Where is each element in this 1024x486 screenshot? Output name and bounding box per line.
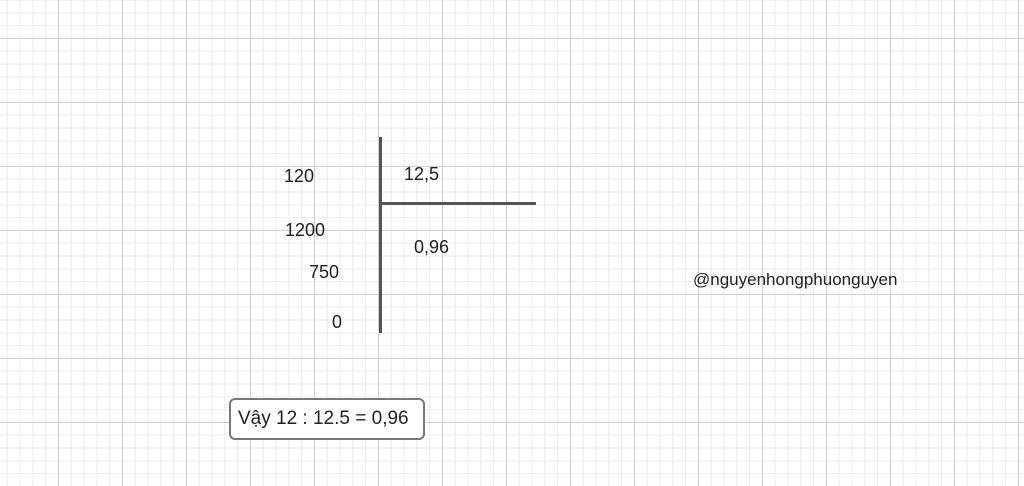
dividend-step-4: 0 [332,312,343,332]
dividend-step-1: 120 [284,166,315,186]
dividend-step-2: 1200 [285,220,326,240]
conclusion-text: Vậy 12 : 12.5 = 0,96 [238,408,409,429]
divisor: 12,5 [404,164,440,184]
division-vertical-line [379,137,382,333]
quotient: 0,96 [414,237,450,257]
dividend-step-3: 750 [309,262,340,282]
division-horizontal-line [381,202,536,205]
watermark-text: @nguyenhongphuonguyen [693,270,898,289]
conclusion-box: Vậy 12 : 12.5 = 0,96 [229,398,425,440]
